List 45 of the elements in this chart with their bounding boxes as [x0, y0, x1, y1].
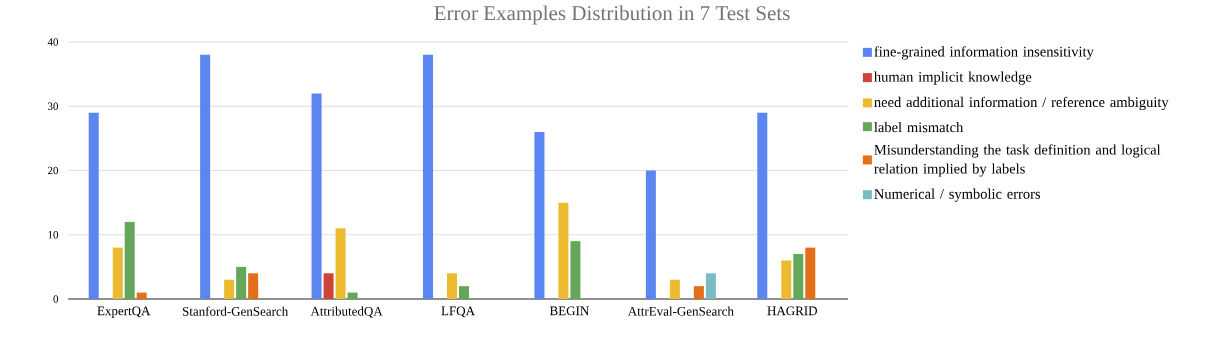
bar [311, 93, 322, 299]
bar [224, 279, 235, 299]
y-tick-label: 10 [48, 231, 59, 239]
bar [236, 266, 247, 299]
bar [200, 54, 211, 299]
bar [88, 112, 99, 299]
bar [805, 247, 816, 299]
bar [112, 247, 123, 299]
bar [323, 273, 334, 299]
bar [693, 286, 704, 299]
x-tick-label: ExpertQA [97, 306, 151, 318]
bar [447, 273, 457, 299]
legend-label: Misunderstanding the task definition and logical relation implied by labels [874, 144, 1161, 177]
y-tick-label: 40 [47, 38, 59, 46]
bar [335, 228, 346, 299]
x-tick-label: LFQA [441, 306, 475, 318]
legend-label: Numerical / symbolic errors [874, 188, 1041, 202]
x-tick-label: BEGIN [549, 306, 589, 316]
x-tick-label: HAGRID [767, 306, 818, 316]
chart-title: Error Examples Distribution in 7 Test Sets [434, 5, 790, 25]
bar [757, 112, 768, 299]
bar [124, 221, 135, 299]
x-tick-label: Stanford-GenSearch [182, 306, 289, 316]
bar [793, 254, 804, 299]
x-tick-label: AttributedQA [310, 306, 383, 318]
y-tick-label: 30 [48, 102, 59, 110]
bar [558, 202, 569, 299]
bar [705, 273, 716, 299]
y-tick-label: 20 [47, 166, 59, 175]
legend-label: fine-grained information insensitivity [874, 46, 1094, 60]
bar [781, 260, 792, 299]
bar [459, 286, 469, 299]
legend-label: need additional information / reference ambiguity [874, 96, 1169, 111]
bar [248, 273, 259, 299]
bar [136, 292, 147, 299]
y-tick-label: 0 [53, 295, 59, 303]
bar [570, 241, 581, 299]
bar [645, 170, 656, 299]
legend-label: label mismatch [874, 122, 964, 133]
legend-label: human implicit knowledge [874, 71, 1032, 85]
bar [347, 292, 358, 299]
bar [423, 54, 433, 299]
bar [669, 279, 680, 299]
bar [534, 131, 545, 299]
x-tick-label: AttrEval-GenSearch [627, 306, 734, 316]
